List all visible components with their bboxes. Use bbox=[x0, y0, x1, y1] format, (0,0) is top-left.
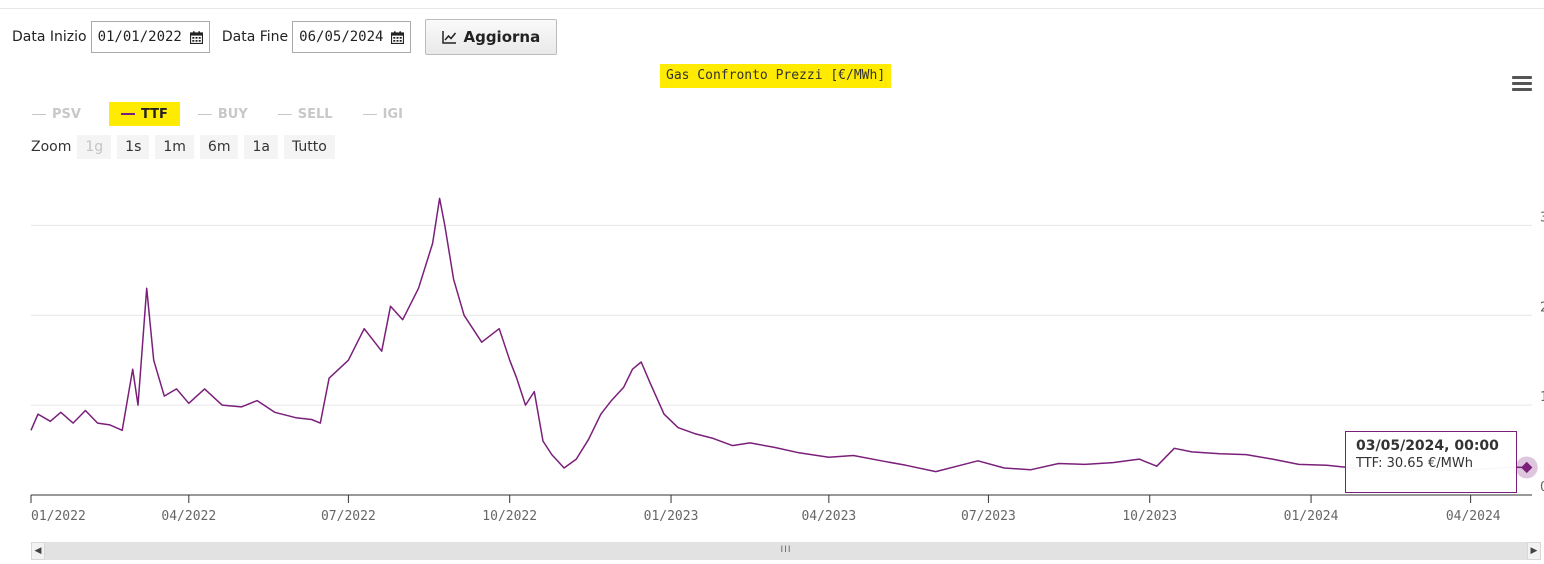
legend-label: SELL bbox=[297, 106, 333, 122]
start-date-label: Data Inizio bbox=[12, 29, 87, 45]
x-tick-label: 01/2022 bbox=[31, 509, 86, 524]
chart-legend: PSV TTF BUY SELL IGI bbox=[30, 102, 431, 126]
end-date-label: Data Fine bbox=[221, 29, 289, 45]
x-tick-label: 10/2023 bbox=[1122, 509, 1177, 524]
scrollbar-grip: III bbox=[780, 545, 792, 555]
legend-label: IGI bbox=[382, 106, 403, 122]
x-tick-label: 04/2023 bbox=[801, 509, 856, 524]
zoom-button-1a[interactable]: 1a bbox=[244, 135, 278, 159]
hover-point bbox=[1521, 461, 1533, 474]
legend-item-sell[interactable]: SELL bbox=[276, 102, 345, 126]
update-button[interactable]: Aggiorna bbox=[425, 19, 558, 55]
scroll-left-arrow-icon[interactable]: ◀ bbox=[31, 542, 45, 560]
date-toolbar: Data Inizio 01/01/2022 Data Fine 06/05/2… bbox=[12, 19, 558, 55]
zoom-label: Zoom bbox=[31, 139, 72, 155]
legend-line-icon bbox=[197, 113, 212, 115]
start-date-input[interactable]: 01/01/2022 bbox=[90, 21, 210, 53]
calendar-icon[interactable] bbox=[189, 30, 203, 44]
y-tick-label: 300 bbox=[1540, 210, 1544, 225]
legend-label: TTF bbox=[140, 106, 168, 122]
zoom-button-1m[interactable]: 1m bbox=[155, 135, 194, 159]
y-tick-label: 0 bbox=[1540, 480, 1544, 495]
scrollbar-thumb[interactable]: III bbox=[45, 542, 1527, 560]
calendar-icon[interactable] bbox=[391, 30, 405, 44]
legend-label: PSV bbox=[52, 106, 81, 122]
line-chart-icon bbox=[442, 30, 457, 44]
hamburger-menu-icon[interactable] bbox=[1512, 76, 1532, 92]
chart-tooltip: 03/05/2024, 00:00 TTF: 30.65 €/MWh bbox=[1345, 431, 1517, 493]
legend-item-igi[interactable]: IGI bbox=[361, 102, 415, 126]
chart-frame bbox=[0, 8, 1544, 564]
x-tick-label: 10/2022 bbox=[482, 509, 537, 524]
zoom-button-1s[interactable]: 1s bbox=[117, 135, 150, 159]
x-tick-label: 04/2024 bbox=[1446, 509, 1501, 524]
legend-label: BUY bbox=[217, 106, 248, 122]
x-tick-label: 01/2023 bbox=[644, 509, 699, 524]
x-tick-label: 07/2023 bbox=[961, 509, 1016, 524]
zoom-button-tutto[interactable]: Tutto bbox=[283, 135, 335, 159]
legend-item-buy[interactable]: BUY bbox=[196, 102, 260, 126]
y-tick-label: 100 bbox=[1540, 390, 1544, 405]
zoom-selector: Zoom 1g 1s 1m 6m 1a Tutto bbox=[31, 135, 341, 159]
navigator-scrollbar[interactable]: III ◀ ▶ bbox=[31, 542, 1541, 560]
y-tick-label: 200 bbox=[1540, 300, 1544, 315]
tooltip-date: 03/05/2024, 00:00 bbox=[1356, 438, 1499, 454]
zoom-button-1g[interactable]: 1g bbox=[77, 135, 112, 159]
legend-item-ttf[interactable]: TTF bbox=[108, 102, 180, 126]
series-line-ttf bbox=[30, 197, 1527, 473]
start-date-value: 01/01/2022 bbox=[97, 29, 182, 45]
end-date-value: 06/05/2024 bbox=[299, 29, 384, 45]
end-date-input[interactable]: 06/05/2024 bbox=[292, 21, 412, 53]
x-tick-label: 01/2024 bbox=[1284, 509, 1339, 524]
legend-item-psv[interactable]: PSV bbox=[30, 102, 93, 126]
legend-line-icon bbox=[32, 113, 46, 115]
legend-line-icon bbox=[362, 113, 377, 115]
x-tick-label: 04/2022 bbox=[161, 509, 216, 524]
update-button-label: Aggiorna bbox=[463, 28, 541, 46]
tooltip-value: TTF: 30.65 €/MWh bbox=[1356, 456, 1473, 471]
chart-title: Gas Confronto Prezzi [€/MWh] bbox=[660, 64, 892, 88]
legend-line-icon bbox=[120, 113, 135, 115]
scroll-right-arrow-icon[interactable]: ▶ bbox=[1527, 542, 1541, 560]
x-tick-label: 07/2022 bbox=[321, 509, 376, 524]
legend-line-icon bbox=[277, 113, 292, 115]
zoom-button-6m[interactable]: 6m bbox=[199, 135, 239, 159]
